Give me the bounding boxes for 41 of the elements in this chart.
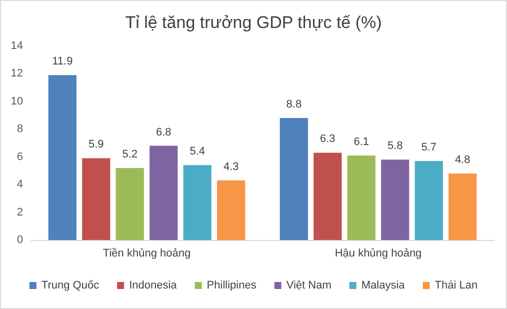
legend-label: Indonesia: [129, 280, 178, 292]
bar: [414, 161, 443, 240]
data-label: 11.9: [52, 56, 73, 68]
bar: [381, 160, 410, 240]
y-tick-label: 2: [16, 206, 23, 218]
legend-label: Malaysia: [361, 280, 406, 292]
y-tick-label: 0: [16, 234, 23, 246]
legend-label: Việt Nam: [286, 280, 332, 292]
legend-label: Trung Quốc: [41, 280, 100, 292]
data-label: 5.4: [190, 146, 205, 158]
data-label: 5.8: [387, 140, 403, 152]
legend-label: Phillipines: [206, 280, 257, 292]
bar: [116, 168, 144, 240]
chart-title: Tỉ lệ tăng trưởng GDP thực tế (%): [125, 13, 382, 32]
y-tick-label: 6: [16, 150, 23, 163]
bar: [448, 173, 477, 240]
x-tick-label: Tiền khủng hoảng: [102, 248, 191, 260]
bar: [82, 158, 110, 240]
y-tick-label: 4: [16, 178, 23, 191]
y-tick-label: 14: [10, 40, 23, 52]
data-label: 8.8: [286, 98, 302, 111]
legend-label: Thái Lan: [434, 280, 478, 292]
data-label: 4.8: [454, 154, 470, 166]
y-tick-label: 8: [16, 123, 23, 136]
data-label: 6.3: [320, 133, 336, 146]
bar: [280, 118, 308, 240]
data-label: 5.2: [122, 148, 138, 160]
data-label: 5.9: [88, 138, 104, 151]
bar: [314, 152, 342, 240]
data-label: 5.7: [421, 142, 436, 154]
data-label: 6.1: [354, 136, 370, 148]
data-label: 6.8: [156, 126, 172, 138]
y-tick-label: 12: [10, 68, 23, 80]
bar: [347, 155, 376, 240]
bar: [183, 165, 212, 240]
bar: [150, 146, 178, 240]
data-label: 4.3: [223, 160, 239, 173]
bar: [217, 180, 246, 240]
x-tick-label: Hậu khủng hoảng: [334, 248, 422, 260]
y-tick-label: 10: [10, 95, 23, 108]
bar: [48, 75, 76, 240]
